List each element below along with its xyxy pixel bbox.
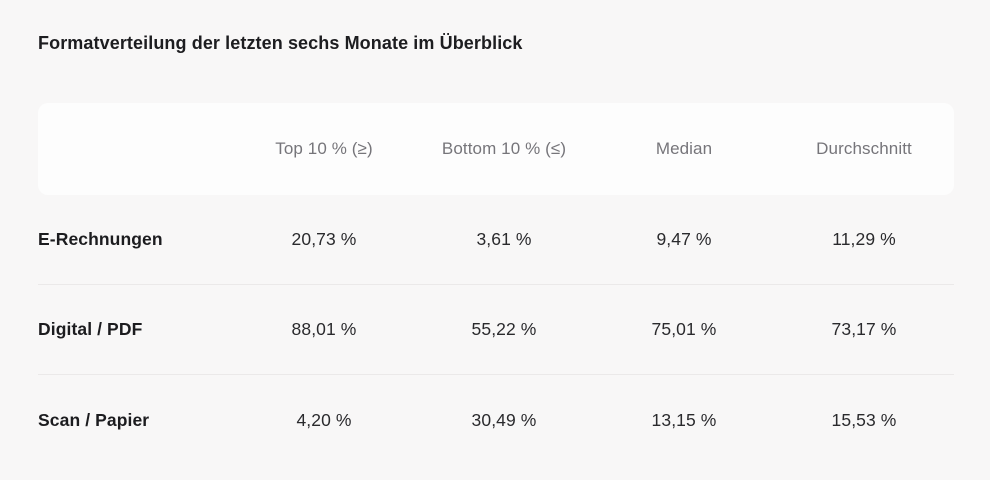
column-header-durchschnitt: Durchschnitt — [816, 139, 912, 158]
value-bottom10: 55,22 % — [471, 319, 537, 339]
row-label: E-Rechnungen — [38, 229, 163, 249]
format-distribution-table: Top 10 % (≥) Bottom 10 % (≤) Median Durc… — [38, 103, 954, 465]
row-label: Scan / Papier — [38, 409, 150, 430]
value-top10: 88,01 % — [291, 319, 357, 339]
column-header-median: Median — [655, 139, 713, 158]
value-median: 9,47 % — [656, 229, 712, 249]
table-row-e-rechnungen: E-Rechnungen 20,73 % 3,61 % 9,47 % 11,29… — [38, 195, 954, 285]
value-median: 13,15 % — [651, 409, 717, 430]
value-top10: 20,73 % — [291, 229, 357, 249]
value-bottom10: 30,49 % — [471, 409, 537, 430]
value-durchschnitt: 11,29 % — [832, 229, 896, 249]
row-label: Digital / PDF — [38, 319, 143, 339]
table-row-digital-pdf: Digital / PDF 88,01 % 55,22 % 75,01 % 73… — [38, 285, 954, 375]
table-row-scan-papier: Scan / Papier 4,20 % 30,49 % 13,15 % 15,… — [38, 375, 954, 465]
value-durchschnitt: 15,53 % — [831, 409, 897, 430]
table-header-row: Top 10 % (≥) Bottom 10 % (≤) Median Durc… — [38, 103, 954, 195]
value-median: 75,01 % — [651, 319, 717, 339]
value-durchschnitt: 73,17 % — [831, 319, 897, 339]
page-title: Formatverteilung der letzten sechs Monat… — [38, 33, 523, 53]
column-header-bottom10: Bottom 10 % (≤) — [441, 139, 567, 158]
column-header-top10: Top 10 % (≥) — [275, 139, 373, 158]
value-top10: 4,20 % — [296, 409, 352, 430]
value-bottom10: 3,61 % — [476, 229, 532, 249]
